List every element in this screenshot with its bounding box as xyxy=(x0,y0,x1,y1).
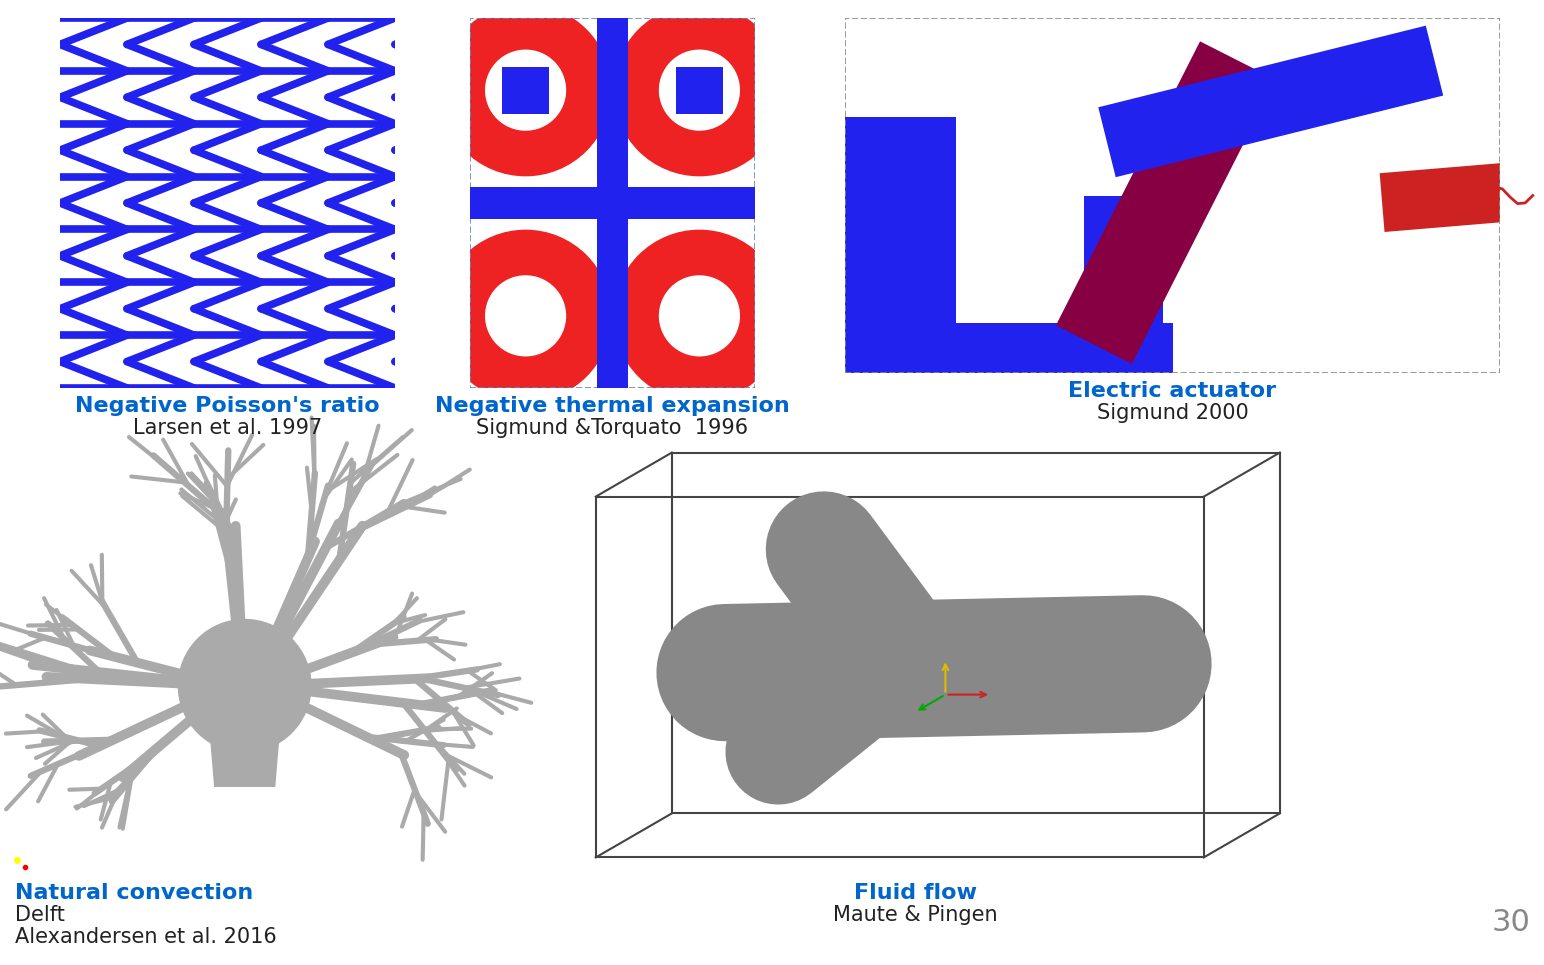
Circle shape xyxy=(440,5,611,176)
Bar xyxy=(845,18,1501,373)
Circle shape xyxy=(440,231,611,401)
Text: 30: 30 xyxy=(1492,908,1530,937)
Bar xyxy=(845,18,1501,373)
Circle shape xyxy=(486,276,565,356)
Bar xyxy=(676,292,723,340)
Text: Electric actuator: Electric actuator xyxy=(1068,381,1277,401)
Bar xyxy=(598,18,628,388)
Text: Negative thermal expansion: Negative thermal expansion xyxy=(435,396,791,416)
Bar xyxy=(60,18,395,388)
Bar xyxy=(469,187,755,219)
Bar xyxy=(469,187,755,219)
Text: Alexandersen et al. 2016: Alexandersen et al. 2016 xyxy=(15,927,276,947)
Bar xyxy=(502,67,550,114)
Text: Sigmund 2000: Sigmund 2000 xyxy=(1096,403,1249,423)
Bar xyxy=(845,118,956,373)
Bar xyxy=(845,323,1172,373)
Circle shape xyxy=(869,627,960,718)
Polygon shape xyxy=(1098,26,1444,178)
Bar xyxy=(5,435,516,875)
Bar xyxy=(536,435,1295,875)
Circle shape xyxy=(659,50,740,130)
Text: Larsen et al. 1997: Larsen et al. 1997 xyxy=(133,418,323,438)
Circle shape xyxy=(179,620,310,752)
Text: Sigmund &Torquato  1996: Sigmund &Torquato 1996 xyxy=(477,418,749,438)
Text: Delft: Delft xyxy=(15,905,65,925)
Bar xyxy=(1084,196,1163,373)
Circle shape xyxy=(486,50,565,130)
Circle shape xyxy=(615,231,784,401)
Bar xyxy=(469,18,755,388)
Bar xyxy=(469,18,755,388)
Bar xyxy=(598,18,628,388)
Bar xyxy=(676,67,723,114)
Text: Natural convection: Natural convection xyxy=(15,883,253,903)
Circle shape xyxy=(659,276,740,356)
Polygon shape xyxy=(1380,159,1544,232)
Polygon shape xyxy=(1056,41,1275,364)
Polygon shape xyxy=(204,664,286,787)
Text: Fluid flow: Fluid flow xyxy=(854,883,976,903)
Text: Maute & Pingen: Maute & Pingen xyxy=(832,905,997,925)
Bar xyxy=(60,18,395,388)
Circle shape xyxy=(615,5,784,176)
Text: Negative Poisson's ratio: Negative Poisson's ratio xyxy=(76,396,380,416)
Bar xyxy=(502,292,550,340)
